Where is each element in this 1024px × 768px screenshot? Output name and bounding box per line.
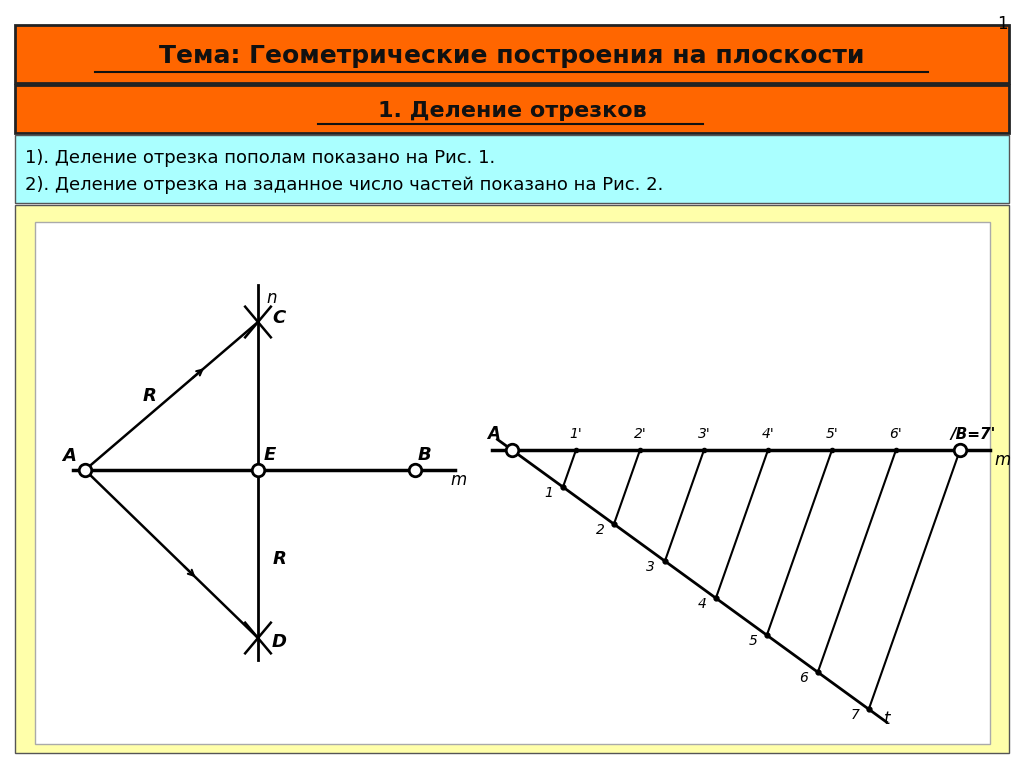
Text: Тема: Геометрические построения на плоскости: Тема: Геометрические построения на плоск… — [160, 44, 864, 68]
Text: E: E — [264, 446, 276, 464]
Text: /B=7': /B=7' — [950, 426, 995, 442]
Text: n: n — [266, 289, 276, 307]
Text: 1. Деление отрезков: 1. Деление отрезков — [378, 101, 646, 121]
Text: 4: 4 — [697, 598, 707, 611]
Text: t: t — [884, 710, 890, 728]
Bar — [15, 25, 1009, 83]
Text: 6': 6' — [890, 427, 902, 441]
Text: A: A — [487, 425, 501, 443]
Text: 3': 3' — [697, 427, 711, 441]
Text: 2). Деление отрезка на заданное число частей показано на Рис. 2.: 2). Деление отрезка на заданное число ча… — [25, 176, 664, 194]
Text: 1). Деление отрезка пополам показано на Рис. 1.: 1). Деление отрезка пополам показано на … — [25, 149, 496, 167]
Text: 3: 3 — [646, 560, 655, 574]
Text: B: B — [418, 446, 432, 464]
Bar — [35, 222, 990, 744]
Text: 4': 4' — [762, 427, 774, 441]
Text: A: A — [62, 447, 76, 465]
Text: 6: 6 — [800, 671, 808, 685]
Text: m: m — [451, 471, 467, 489]
Text: D: D — [272, 633, 287, 651]
Text: 7: 7 — [850, 708, 859, 722]
Text: 2: 2 — [596, 523, 604, 537]
Text: m: m — [994, 451, 1011, 469]
Text: C: C — [272, 309, 286, 327]
Text: R: R — [273, 550, 287, 568]
Text: 5: 5 — [749, 634, 758, 648]
Text: 1': 1' — [569, 427, 583, 441]
Bar — [15, 205, 1009, 753]
Text: 1: 1 — [545, 486, 553, 500]
Bar — [15, 135, 1009, 203]
Text: 5': 5' — [825, 427, 839, 441]
Text: R: R — [142, 387, 157, 405]
Text: 1: 1 — [997, 15, 1008, 33]
Text: 2': 2' — [634, 427, 646, 441]
Bar — [15, 85, 1009, 133]
